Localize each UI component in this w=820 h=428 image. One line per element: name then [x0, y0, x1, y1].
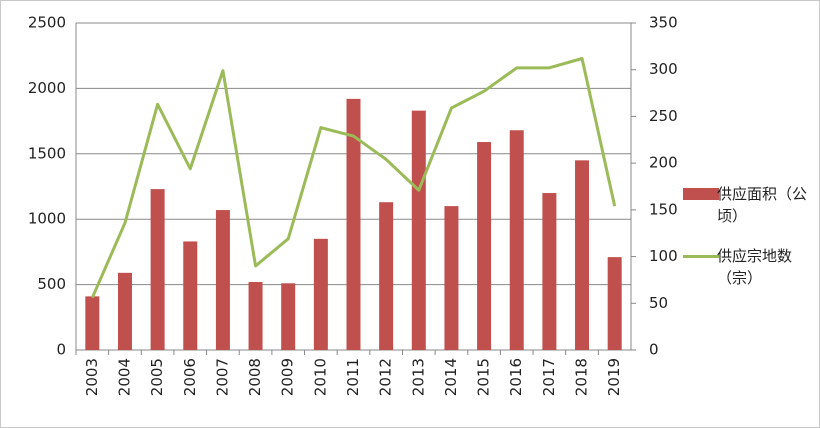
bar	[575, 160, 590, 350]
x-tick-label: 2011	[344, 358, 362, 396]
y-tick-label: 2500	[28, 14, 66, 32]
bar	[281, 283, 296, 350]
x-tick-label: 2018	[573, 358, 591, 396]
x-tick-label: 2010	[311, 358, 329, 396]
legend-label: 供应宗地数（宗）	[717, 247, 793, 287]
x-tick-label: 2015	[475, 358, 493, 396]
bar	[215, 210, 230, 350]
bar	[444, 206, 459, 350]
bar	[313, 238, 328, 350]
legend-label: 供应面积（公顷）	[717, 185, 808, 225]
x-tick-label: 2012	[377, 358, 395, 396]
bar	[477, 142, 492, 350]
bar	[346, 98, 361, 350]
x-tick-label: 2004	[115, 358, 133, 396]
bar	[248, 281, 263, 350]
x-tick-label: 2017	[540, 358, 558, 396]
y2-tick-label: 250	[649, 107, 678, 125]
bar	[150, 189, 165, 350]
bar	[509, 130, 524, 350]
y-tick-label: 1500	[28, 144, 66, 162]
y2-tick-label: 50	[649, 294, 668, 312]
y-tick-label: 2000	[28, 79, 66, 97]
y-tick-label: 500	[37, 275, 66, 293]
x-tick-label: 2006	[181, 358, 199, 396]
y-tick-label: 1000	[28, 210, 66, 228]
bar	[411, 110, 426, 350]
line-series	[90, 57, 617, 299]
x-tick-label: 2016	[507, 358, 525, 396]
y2-tick-label: 0	[649, 341, 659, 359]
x-tick-label: 2014	[442, 358, 460, 396]
legend-swatch	[683, 188, 719, 200]
y2-tick-label: 150	[649, 200, 678, 218]
legend-swatch	[683, 255, 719, 258]
y2-tick-label: 100	[649, 247, 678, 265]
x-tick-label: 2003	[83, 358, 101, 396]
y2-tick-label: 300	[649, 60, 678, 78]
bar	[542, 193, 557, 350]
bar	[85, 296, 100, 350]
x-tick-label: 2019	[605, 358, 623, 396]
y-tick-label: 0	[56, 341, 66, 359]
bar	[117, 272, 132, 350]
bar	[379, 202, 394, 350]
y2-tick-label: 200	[649, 154, 678, 172]
x-tick-label: 2009	[279, 358, 297, 396]
x-tick-label: 2008	[246, 358, 264, 396]
bar	[607, 257, 622, 350]
bar	[183, 241, 198, 350]
x-tick-label: 2005	[148, 358, 166, 396]
x-tick-label: 2013	[409, 358, 427, 396]
y2-tick-label: 350	[649, 14, 678, 32]
x-tick-label: 2007	[213, 358, 231, 396]
